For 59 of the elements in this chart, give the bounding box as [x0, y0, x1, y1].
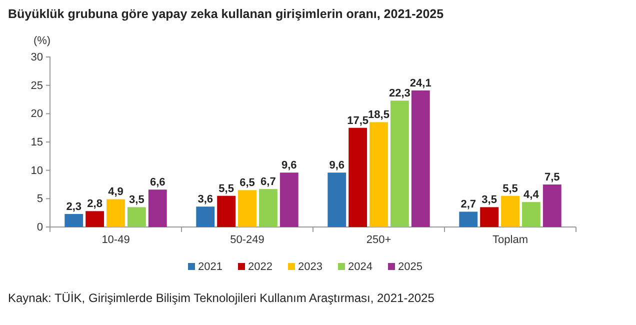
- y-tick-label: 15: [30, 136, 43, 149]
- y-tick-label: 10: [30, 164, 43, 177]
- text: Kaynak: TÜİK, Girişimlerde Bilişim Teknolojileri Kullanım Araştırması, 2021-2025: [8, 291, 435, 305]
- data-label: 4,9: [108, 186, 124, 198]
- bar: [106, 199, 125, 227]
- bar: [280, 172, 298, 227]
- data-label: 9,6: [281, 160, 297, 172]
- data-label: 4,4: [524, 189, 540, 202]
- data-label: 2,8: [87, 198, 102, 210]
- x-tick-label: 10-49: [102, 234, 130, 246]
- data-label: 17,5: [347, 114, 369, 127]
- y-tick-label: 30: [30, 52, 43, 64]
- bar: [348, 128, 368, 227]
- bar: [86, 211, 104, 227]
- legend-label: 2025: [398, 261, 422, 273]
- bar: [238, 190, 256, 227]
- bar: [148, 190, 167, 227]
- bar: [328, 172, 346, 227]
- bar: [64, 214, 84, 227]
- y-axis-title: (%): [33, 35, 51, 47]
- data-label: 22,3: [388, 88, 410, 100]
- bar: [542, 184, 562, 227]
- y-tick-label: 0: [36, 222, 43, 234]
- bar: [196, 206, 215, 227]
- bar: [480, 207, 499, 227]
- data-label: 2,3: [66, 200, 82, 213]
- data-label: 18,5: [368, 109, 390, 122]
- bar: [370, 122, 388, 227]
- data-label: 24,1: [410, 77, 432, 90]
- bar: [522, 202, 540, 227]
- bar: [390, 100, 409, 227]
- bar: [459, 212, 478, 227]
- chart-title: Büyüklük grubuna göre yapay zeka kullanan girişimlerin oranı, 2021-2025: [8, 7, 444, 21]
- x-tick-label: 250+: [366, 234, 392, 246]
- y-tick-label: 20: [30, 108, 43, 120]
- data-label: 6,7: [260, 176, 276, 188]
- data-label: 7,5: [544, 172, 560, 184]
- legend-label: 2024: [348, 261, 372, 273]
- x-tick-label: 50-249: [230, 234, 264, 246]
- data-label: 9,6: [329, 160, 345, 172]
- data-label: 5,5: [218, 182, 234, 195]
- data-label: 3,6: [198, 194, 214, 206]
- data-label: 6,6: [150, 176, 166, 189]
- data-label: 3,5: [129, 194, 144, 206]
- data-label: 6,5: [240, 177, 255, 190]
- bar: [411, 90, 430, 227]
- bar: [217, 196, 236, 227]
- y-tick-label: 25: [30, 80, 43, 92]
- bar: [501, 196, 520, 227]
- data-label: 5,5: [502, 182, 518, 195]
- legend-label: 2021: [198, 261, 222, 273]
- bar: [258, 189, 278, 227]
- legend-label: 2022: [248, 261, 272, 273]
- legend-label: 2023: [298, 261, 322, 273]
- x-tick-label: Toplam: [492, 234, 528, 246]
- bar: [127, 207, 146, 227]
- data-label: 3,5: [482, 194, 497, 206]
- y-tick-label: 5: [36, 193, 43, 206]
- data-label: 2,7: [460, 198, 476, 211]
